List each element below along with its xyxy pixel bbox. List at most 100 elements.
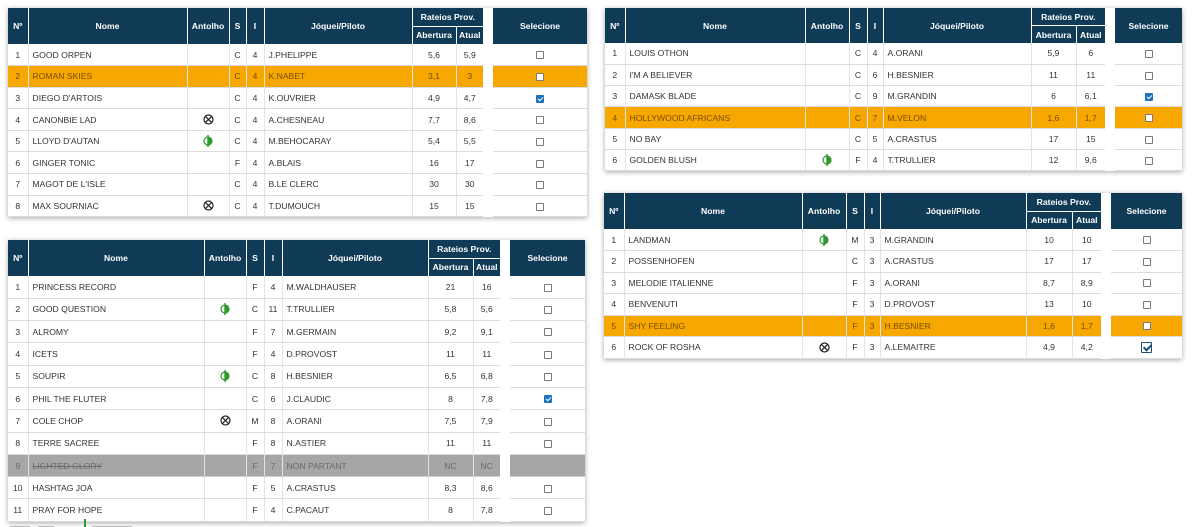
runner-row[interactable]: 4 BENVENUTI F 3 D.PROVOST 13 10 <box>604 293 1183 316</box>
select-checkbox[interactable] <box>543 328 552 337</box>
runner-sex: M <box>246 409 265 433</box>
select-checkbox[interactable] <box>543 506 552 515</box>
select-checkbox[interactable] <box>1142 300 1151 309</box>
runner-number: 4 <box>8 342 29 366</box>
runner-row[interactable]: 1 LOUIS OTHON C 4 A.ORANI 5,9 6 <box>605 43 1183 65</box>
odds-atual: 5,9 <box>456 44 489 67</box>
select-cell <box>1105 106 1183 129</box>
runner-number: 10 <box>8 476 29 500</box>
select-checkbox[interactable] <box>1144 50 1153 59</box>
runner-row[interactable]: 2 ROMAN SKIES C 4 K.NABET 3,1 3 <box>8 65 588 88</box>
runner-row[interactable]: 3 DIEGO D'ARTOIS C 4 K.OUVRIER 4,9 4,7 <box>8 87 588 110</box>
runner-row[interactable]: 5 NO BAY C 5 A.CRASTUS 17 15 <box>605 128 1183 150</box>
col-header-i: I <box>246 8 265 44</box>
select-checkbox[interactable] <box>543 417 552 426</box>
select-checkbox[interactable] <box>1144 135 1153 144</box>
runner-name: BENVENUTI <box>624 293 803 316</box>
runner-age: 11 <box>264 298 283 322</box>
runner-row[interactable]: 2 POSSENHOFEN C 3 A.CRASTUS 17 17 <box>604 250 1183 273</box>
runner-row[interactable]: 7 COLE CHOP M 8 A.ORANI 7,5 7,9 <box>8 409 586 433</box>
select-checkbox[interactable] <box>536 202 545 211</box>
select-checkbox[interactable] <box>543 484 552 493</box>
runner-age: 3 <box>864 272 881 294</box>
runner-row[interactable]: 8 TERRE SACREE F 8 N.ASTIER 11 11 <box>8 432 586 455</box>
select-checkbox[interactable] <box>543 306 552 315</box>
runner-row[interactable]: 4 ICETS F 4 D.PROVOST 11 11 <box>8 342 586 366</box>
runner-row[interactable]: 5 SHY FEELING F 3 H.BESNIER 1,6 1,7 <box>604 315 1183 337</box>
runner-row[interactable]: 11 PRAY FOR HOPE F 4 C.PACAUT 8 7,8 <box>8 498 586 522</box>
runner-age: 4 <box>246 173 265 196</box>
runner-row[interactable]: 4 HOLLYWOOD AFRICANS C 7 M.VELON 1,6 1,7 <box>605 106 1183 129</box>
runner-row[interactable]: 3 MELODIE ITALIENNE F 3 A.ORANI 8,7 8,9 <box>604 272 1183 294</box>
runner-row[interactable]: 6 PHIL THE FLUTER C 6 J.CLAUDIC 8 7,8 <box>8 387 586 411</box>
select-checkbox[interactable] <box>543 350 552 359</box>
select-checkbox[interactable] <box>1142 257 1151 266</box>
select-cell <box>500 298 586 322</box>
runner-row[interactable]: 10 HASHTAG JOA F 5 A.CRASTUS 8,3 8,6 <box>8 476 586 500</box>
runners-table: Nº Nome Antolho S I Jóquei/Piloto Rateios Prov… <box>8 240 586 522</box>
select-checkbox[interactable] <box>543 439 552 448</box>
select-checkbox[interactable] <box>1142 236 1151 245</box>
runner-age: 4 <box>246 108 265 131</box>
runner-sex: F <box>246 498 265 522</box>
select-checkbox[interactable] <box>1142 322 1151 331</box>
select-checkbox[interactable] <box>1144 114 1153 123</box>
runner-row[interactable]: 6 ROCK OF ROSHA F 3 A.LEMAITRE 4,9 4,2 <box>604 336 1183 359</box>
col-header-no: Nº <box>8 240 29 276</box>
select-checkbox[interactable] <box>536 73 545 82</box>
runner-row[interactable]: 5 LLOYD D'AUTAN C 4 M.BEHOCARAY 5,4 5,5 <box>8 130 588 153</box>
runner-row[interactable]: 5 SOUPIR C 8 H.BESNIER 6,5 6,8 <box>8 365 586 388</box>
runner-row[interactable]: 4 CANONBIE LAD C 4 A.CHESNEAU 7,7 8,6 <box>8 108 588 131</box>
runner-row[interactable]: 9 LIGHTED GLORY F 7 NON PARTANT NC NC <box>8 454 586 478</box>
select-checkbox[interactable] <box>536 116 545 125</box>
select-checkbox[interactable] <box>536 137 545 146</box>
select-checkbox[interactable] <box>536 94 545 103</box>
runner-row[interactable]: 7 MAGOT DE L'ISLE C 4 B.LE CLERC 30 30 <box>8 173 588 196</box>
runner-row[interactable]: 1 GOOD ORPEN C 4 J.PHELIPPE 5,6 5,9 <box>8 44 588 67</box>
select-cell <box>500 365 586 388</box>
runner-row[interactable]: 3 DAMASK BLADE C 9 M.GRANDIN 6 6,1 <box>605 85 1183 108</box>
select-checkbox[interactable] <box>1144 71 1153 80</box>
select-checkbox[interactable] <box>536 51 545 60</box>
select-checkbox[interactable] <box>536 181 545 190</box>
runner-sex: C <box>229 173 247 196</box>
runner-row[interactable]: 2 I'M A BELIEVER C 6 H.BESNIER 11 11 <box>605 64 1183 87</box>
select-checkbox[interactable] <box>1144 156 1153 165</box>
col-header-i: I <box>264 240 283 276</box>
runner-row[interactable]: 2 GOOD QUESTION C 11 T.TRULLIER 5,8 5,6 <box>8 298 586 322</box>
runner-row[interactable]: 8 MAX SOURNIAC C 4 T.DUMOUCH 15 15 <box>8 195 588 218</box>
odds-abertura: 3,1 <box>412 65 457 88</box>
runner-name: LIGHTED GLORY <box>28 454 205 478</box>
select-checkbox[interactable] <box>543 373 552 382</box>
runner-jockey: M.WALDHAUSER <box>282 276 429 299</box>
antolho-cell <box>204 476 247 500</box>
runner-age: 5 <box>264 476 283 500</box>
select-checkbox[interactable] <box>1144 92 1153 101</box>
col-header-atual: Atual <box>456 25 489 44</box>
runner-name: NO BAY <box>625 128 806 150</box>
odds-abertura: 7,7 <box>412 108 457 131</box>
col-header-name: Nome <box>625 8 806 43</box>
runner-number: 2 <box>8 298 29 322</box>
select-checkbox[interactable] <box>1142 279 1151 288</box>
runner-jockey: M.GERMAIN <box>282 320 429 344</box>
select-checkbox[interactable] <box>543 395 552 404</box>
runner-row[interactable]: 1 LANDMAN M 3 M.GRANDIN 10 10 <box>604 229 1183 251</box>
runner-row[interactable]: 3 ALROMY F 7 M.GERMAIN 9,2 9,1 <box>8 320 586 344</box>
col-header-s: S <box>229 8 247 44</box>
runner-sex: F <box>846 315 865 337</box>
odds-abertura: 12 <box>1031 149 1077 172</box>
runner-row[interactable]: 6 GOLDEN BLUSH F 4 T.TRULLIER 12 9,6 <box>605 149 1183 172</box>
select-checkbox[interactable] <box>543 283 552 292</box>
select-checkbox[interactable] <box>536 159 545 168</box>
runner-row[interactable]: 6 GINGER TONIC F 4 A.BLAIS 16 17 <box>8 151 588 175</box>
select-cell <box>500 476 586 500</box>
runner-sex: F <box>246 276 265 299</box>
col-header-jockey: Jóquei/Piloto <box>883 8 1032 43</box>
runner-name: GOOD ORPEN <box>28 44 188 67</box>
runner-name: ROMAN SKIES <box>28 65 188 88</box>
runner-row[interactable]: 1 PRINCESS RECORD F 4 M.WALDHAUSER 21 16 <box>8 276 586 299</box>
odds-atual: 4,7 <box>456 87 489 110</box>
select-checkbox[interactable] <box>1141 341 1153 353</box>
runner-sex: M <box>846 229 865 251</box>
